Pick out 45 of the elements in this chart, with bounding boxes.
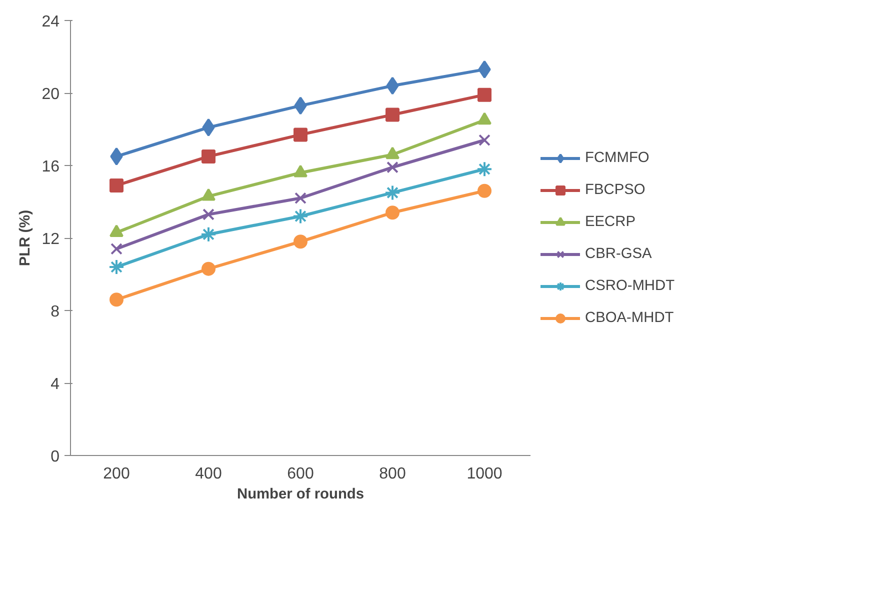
point (294, 96, 307, 115)
point (202, 262, 216, 276)
point (294, 128, 308, 142)
legend-label: CBR-GSA (585, 246, 653, 262)
point (110, 147, 123, 166)
x-tick-label: 1000 (466, 466, 502, 482)
legend-label: EECRP (585, 214, 636, 230)
point (386, 161, 398, 174)
point (386, 108, 400, 122)
point (384, 184, 400, 201)
point (292, 208, 308, 224)
y-tick-label: 16 (42, 158, 60, 176)
point (202, 208, 214, 220)
point (386, 206, 400, 220)
x-tick-label: 400 (195, 466, 222, 482)
x-tick-label: 600 (287, 466, 314, 482)
point (294, 234, 308, 249)
y-tick-label: 0 (50, 448, 60, 466)
point (108, 259, 124, 275)
x-tick-label: 200 (103, 466, 130, 482)
point (478, 134, 490, 146)
point (110, 292, 124, 307)
y-tick-label: 8 (50, 304, 60, 320)
point (478, 184, 492, 198)
point (294, 192, 306, 204)
x-axis-title: Number of rounds (236, 486, 364, 502)
legend-label: FBCPSO (585, 182, 646, 198)
legend-label: FCMMFO (585, 150, 650, 166)
point (478, 60, 491, 78)
point (110, 242, 122, 255)
point (200, 226, 216, 242)
point (476, 161, 492, 178)
point (386, 76, 399, 95)
y-tick-label: 20 (42, 86, 60, 103)
y-tick-label: 12 (42, 231, 60, 248)
point (110, 178, 124, 192)
legend-label: CBOA-MHDT (585, 310, 675, 326)
y-tick-label: 4 (50, 376, 60, 393)
y-axis-title: PLR (%) (18, 210, 34, 266)
y-tick-label: 24 (42, 14, 60, 30)
point (202, 118, 215, 136)
point (478, 88, 492, 102)
legend-label: CSRO-MHDT (585, 278, 676, 294)
x-tick-label: 800 (379, 466, 406, 482)
point (202, 149, 216, 164)
